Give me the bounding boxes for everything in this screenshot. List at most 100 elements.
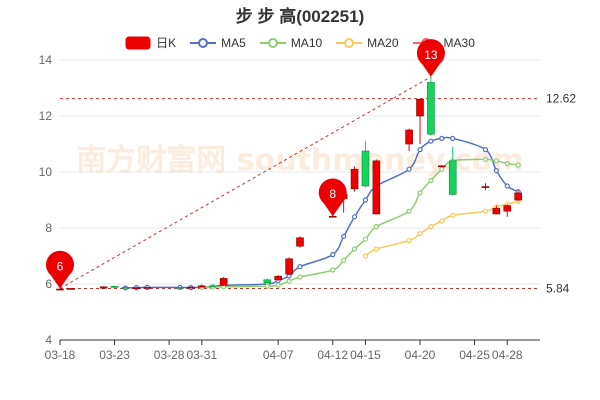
x-tick-label: 03-28 <box>154 348 185 362</box>
ma10-point <box>264 283 270 289</box>
candle-body <box>481 186 490 188</box>
ma10-point <box>406 208 412 214</box>
x-tick-label: 04-15 <box>350 348 381 362</box>
x-tick-label: 04-20 <box>405 348 436 362</box>
ma20-point <box>482 208 489 214</box>
legend-item-ma5[interactable]: MA5 <box>190 34 246 51</box>
candle-body <box>176 287 184 289</box>
x-tick-label: 04-07 <box>263 348 294 362</box>
y-tick-label: 4 <box>45 333 52 347</box>
trend-line <box>59 76 432 289</box>
candle-body <box>143 287 152 289</box>
ma10-point <box>362 236 369 242</box>
candle-body <box>438 165 446 168</box>
ma5-point <box>406 166 412 172</box>
legend-item-ma10[interactable]: MA10 <box>259 34 323 51</box>
line-legend-icon <box>259 37 286 48</box>
legend-label: MA30 <box>443 35 475 50</box>
ma20-point <box>362 253 369 259</box>
candle-body <box>208 285 217 288</box>
ma10-point <box>493 158 499 164</box>
line-legend-icon <box>190 37 217 48</box>
ma20-point <box>428 224 434 230</box>
pin-marker-label: 8 <box>329 187 336 201</box>
y-tick-label: 6 <box>45 277 52 291</box>
ma5-point <box>417 147 423 153</box>
ma10-point <box>275 282 281 288</box>
ma10-point <box>515 162 521 168</box>
x-tick-label: 04-25 <box>459 348 490 362</box>
line-legend-icon <box>336 37 363 48</box>
candle-body <box>361 150 370 187</box>
ma5-point <box>351 214 358 220</box>
ma10-line <box>201 158 519 289</box>
ma10-point <box>373 224 379 230</box>
candle-body <box>219 278 228 286</box>
ma10-point <box>330 267 336 273</box>
ma5-point <box>439 135 445 141</box>
ma20-point <box>450 212 456 218</box>
y-tick-label: 10 <box>39 165 53 179</box>
ma20-point <box>439 218 445 224</box>
ma10-point <box>482 156 489 162</box>
pin-marker-label: 6 <box>57 259 64 273</box>
ma10-point <box>351 246 358 252</box>
candle-body <box>285 258 293 275</box>
ma5-point <box>482 147 489 153</box>
reference-label: 5.84 <box>546 281 570 295</box>
ma5-point <box>297 264 303 270</box>
candle-body <box>296 237 304 247</box>
ma10-point <box>286 278 292 284</box>
legend-item-daily-k[interactable]: 日K <box>125 34 176 51</box>
ma20-point <box>417 231 423 237</box>
candle-body <box>56 288 64 291</box>
candle-body <box>132 287 141 289</box>
legend-item-ma20[interactable]: MA20 <box>336 34 399 51</box>
ma5-point <box>362 197 369 203</box>
candle-body <box>514 192 522 201</box>
ma5-point <box>493 168 499 174</box>
ma10-point <box>439 166 445 172</box>
ma5-point <box>428 138 434 144</box>
candle-body <box>328 215 337 218</box>
pin-marker <box>46 250 75 289</box>
pin-marker-label: 13 <box>424 48 438 62</box>
candle-body <box>198 285 206 288</box>
candle-body <box>503 205 512 212</box>
legend: 日K MA5 MA10 MA20 MA30 <box>0 34 600 51</box>
legend-label: MA5 <box>221 35 246 50</box>
ma10-point <box>428 177 434 183</box>
candle-body <box>110 285 119 288</box>
y-tick-label: 14 <box>39 53 53 67</box>
legend-label: MA10 <box>290 35 323 50</box>
candle-body <box>187 286 195 289</box>
candle-body <box>274 275 282 281</box>
x-tick-label: 04-12 <box>317 348 348 362</box>
chart-title: 步 步 高(002251) <box>235 7 365 26</box>
x-tick-label: 04-28 <box>492 348 523 362</box>
ma10-point <box>341 257 347 263</box>
ma20-point <box>406 238 412 244</box>
x-tick-label: 03-18 <box>45 348 76 362</box>
candle-body <box>427 82 435 135</box>
ma10-point <box>297 274 303 280</box>
ma10-point <box>504 161 510 167</box>
candle-legend-icon <box>125 36 151 49</box>
candle-body <box>350 168 359 190</box>
ma20-point <box>373 246 379 252</box>
y-tick-label: 12 <box>39 109 53 123</box>
ma5-point <box>330 252 336 258</box>
candle-body <box>263 279 272 283</box>
reference-label: 12.62 <box>546 92 576 106</box>
ma5-point <box>504 183 510 189</box>
legend-label: 日K <box>156 36 177 50</box>
candle-body <box>492 208 501 215</box>
candle-body <box>405 129 413 145</box>
x-tick-label: 03-23 <box>99 348 130 362</box>
ma5-point <box>450 135 456 141</box>
candle-body <box>121 287 130 289</box>
ma5-point <box>341 233 347 239</box>
pin-marker <box>416 39 445 77</box>
candle-body <box>416 98 424 117</box>
